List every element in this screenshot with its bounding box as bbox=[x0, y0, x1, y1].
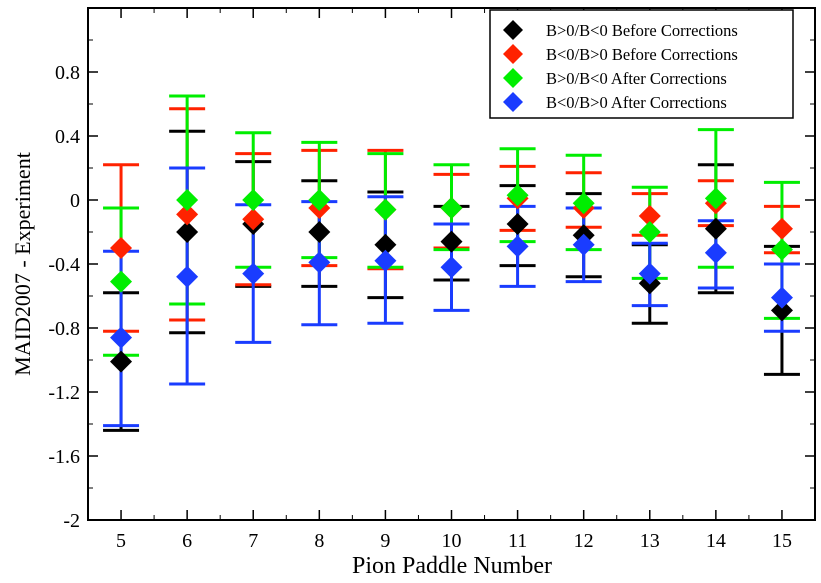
legend: B>0/B<0 Before Corrections B<0/B>0 Before… bbox=[489, 9, 794, 119]
data-point bbox=[638, 205, 661, 227]
data-point bbox=[572, 233, 595, 256]
legend-marker bbox=[503, 44, 523, 64]
data-point bbox=[176, 189, 199, 211]
legend-marker bbox=[503, 68, 523, 88]
data-point bbox=[242, 189, 265, 211]
data-point bbox=[770, 286, 793, 309]
legend-marker bbox=[503, 92, 523, 112]
data-point bbox=[176, 203, 199, 226]
y-tick-label: -0.8 bbox=[48, 318, 80, 340]
x-tick-label: 15 bbox=[772, 530, 792, 552]
x-tick-label: 11 bbox=[508, 530, 527, 552]
x-tick-label: 10 bbox=[442, 530, 462, 552]
data-point bbox=[308, 251, 331, 274]
x-tick-label: 8 bbox=[314, 530, 324, 552]
x-axis-label: Pion Paddle Number bbox=[352, 553, 552, 579]
y-tick-label: -1.2 bbox=[48, 382, 80, 404]
data-point bbox=[110, 350, 133, 373]
y-tick-label: -1.6 bbox=[48, 446, 80, 468]
x-tick-label: 6 bbox=[182, 530, 192, 552]
legend-label: B>0/B<0 Before Corrections bbox=[546, 21, 738, 40]
data-point bbox=[110, 237, 133, 259]
data-point bbox=[440, 256, 463, 279]
y-tick-label: 0.8 bbox=[55, 62, 80, 84]
data-point bbox=[176, 265, 199, 288]
legend-marker bbox=[503, 20, 523, 40]
data-point bbox=[704, 217, 727, 240]
data-point bbox=[176, 221, 199, 243]
y-tick-label: -0.4 bbox=[48, 254, 80, 276]
data-point bbox=[110, 270, 133, 293]
legend-label: B>0/B<0 After Corrections bbox=[546, 69, 727, 88]
x-tick-label: 9 bbox=[380, 530, 390, 552]
y-tick-label: 0.4 bbox=[55, 126, 80, 148]
data-point bbox=[572, 192, 595, 215]
data-point bbox=[308, 189, 331, 211]
data-point bbox=[770, 238, 793, 261]
data-point bbox=[770, 217, 793, 240]
axes-layer: 5 6 7 8 9 10 11 12 13 14 15 -2 -1.6 -1.2 -0.8 -0.4 0 0.4 0… bbox=[48, 8, 816, 552]
legend-label: B<0/B>0 After Corrections bbox=[546, 93, 727, 112]
legend-box bbox=[489, 9, 794, 119]
data-point bbox=[242, 262, 265, 285]
data-point bbox=[308, 221, 331, 243]
data-point bbox=[638, 221, 661, 243]
data-point bbox=[440, 230, 463, 253]
x-tick-label: 14 bbox=[706, 530, 726, 552]
data-point bbox=[374, 233, 397, 256]
data-point bbox=[770, 299, 793, 322]
data-point bbox=[506, 184, 529, 207]
y-axis-label: MAID2007 - Experiment bbox=[10, 152, 35, 376]
x-tick-label: 7 bbox=[248, 530, 258, 552]
data-point bbox=[242, 208, 265, 231]
data-point bbox=[638, 262, 661, 285]
legend-label: B<0/B>0 Before Corrections bbox=[546, 45, 738, 64]
y-tick-label: -2 bbox=[63, 510, 80, 532]
data-point bbox=[110, 326, 133, 349]
y-tick-label: 0 bbox=[70, 190, 80, 212]
data-point bbox=[440, 197, 463, 219]
x-tick-label: 5 bbox=[116, 530, 126, 552]
data-point bbox=[374, 198, 397, 221]
data-point bbox=[374, 249, 397, 272]
data-point bbox=[704, 187, 727, 210]
x-tick-label: 13 bbox=[640, 530, 660, 552]
points-layer bbox=[110, 184, 793, 373]
x-tick-label: 12 bbox=[574, 530, 594, 552]
data-point bbox=[506, 235, 529, 258]
data-point bbox=[704, 241, 727, 264]
data-point bbox=[506, 213, 529, 235]
